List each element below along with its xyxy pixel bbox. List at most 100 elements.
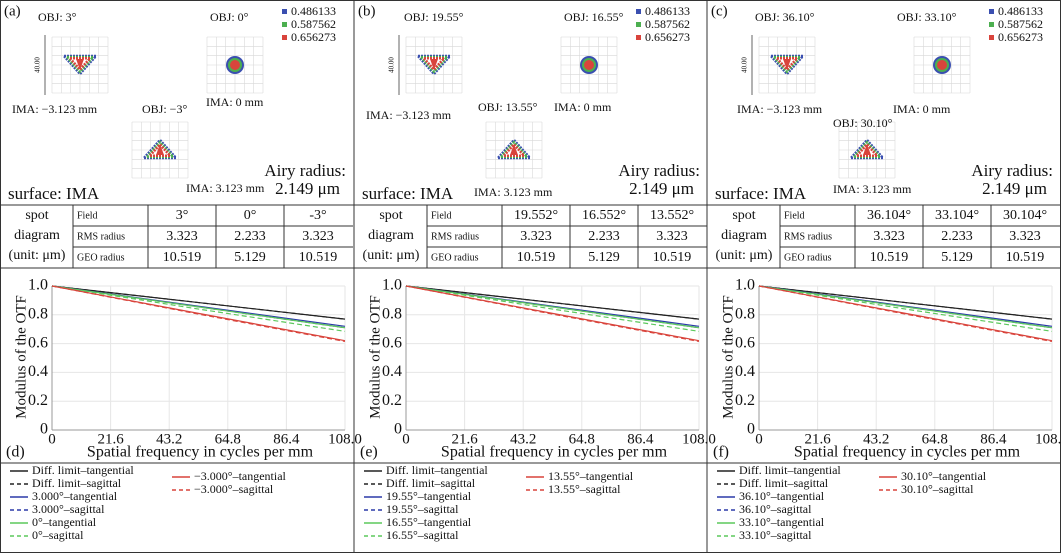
table-cell: 3°	[176, 208, 189, 223]
table-cell: 36.104°	[867, 208, 911, 223]
table-cell: GEO radius	[77, 252, 125, 263]
legend-label: Diff. limit–tangential	[386, 463, 488, 477]
surface-label: surface: IMA	[362, 184, 454, 203]
table-cell: -3°	[309, 208, 326, 223]
legend-label: −3.000°–tangential	[194, 469, 287, 483]
table-cell: 33.104°	[935, 208, 979, 223]
x-tick-label: 108.0	[1035, 431, 1061, 447]
legend-label: 19.55°–tangential	[386, 489, 472, 503]
wavelength-swatch	[989, 22, 994, 27]
x-tick-label: 108.0	[328, 431, 362, 447]
legend-label: Diff. limit–tangential	[739, 463, 841, 477]
wavelength-swatch	[636, 35, 641, 40]
scale-label: 40.00	[388, 57, 396, 73]
table-cell: 3.323	[1009, 229, 1041, 244]
table-cell: 3.323	[656, 229, 688, 244]
x-tick-label: 108.0	[682, 431, 716, 447]
legend-label: Diff. limit–sagittal	[386, 476, 476, 490]
table-cell: 2.233	[234, 229, 266, 244]
legend-label: 16.55°–tangential	[386, 515, 472, 529]
table-cell: 30.104°	[1003, 208, 1047, 223]
table-cell: 2.233	[588, 229, 620, 244]
spot-label: IMA: 0 mm	[893, 102, 951, 116]
table-cell: 5.129	[234, 250, 266, 265]
scale-label: 40.00	[34, 57, 42, 73]
legend-label: 30.10°–sagittal	[901, 482, 974, 496]
wavelength-label: 0.656273	[998, 30, 1043, 44]
table-cell: 10.519	[299, 250, 338, 265]
spot-label: OBJ: 13.55°	[478, 100, 538, 114]
legend-label: Diff. limit–tangential	[32, 463, 134, 477]
spot-label: OBJ: −3°	[142, 102, 187, 116]
table-cell: 3.323	[302, 229, 334, 244]
table-cell: RMS radius	[784, 231, 832, 242]
wavelength-swatch	[989, 35, 994, 40]
spot-label: OBJ: 16.55°	[564, 10, 624, 24]
legend-label: 0°–tangential	[32, 515, 97, 529]
table-header: spot	[379, 208, 402, 223]
table-cell: 3.323	[873, 229, 905, 244]
x-tick-label: 0	[48, 431, 56, 447]
airy-label: Airy radius:	[618, 161, 700, 180]
y-tick-label: 0.8	[382, 305, 402, 322]
y-axis-label: Modulus of the OTF	[367, 295, 383, 419]
legend-label: 3.000°–sagittal	[32, 502, 105, 516]
y-tick-label: 0.2	[382, 392, 402, 409]
table-cell: RMS radius	[431, 231, 479, 242]
wavelength-swatch	[636, 9, 641, 14]
legend-label: 13.55°–sagittal	[548, 482, 621, 496]
table-cell: 0°	[244, 208, 257, 223]
spot-label: OBJ: 30.10°	[833, 116, 893, 130]
scale-label: 40.00	[741, 57, 749, 73]
table-cell: 10.519	[163, 250, 202, 265]
table-header: (unit: μm)	[716, 248, 773, 263]
y-tick-label: 0.6	[382, 334, 402, 351]
y-tick-label: 0.2	[735, 392, 755, 409]
y-axis-label: Modulus of the OTF	[13, 295, 29, 419]
table-cell: 10.519	[870, 250, 909, 265]
table-header: (unit: μm)	[363, 248, 420, 263]
legend-label: Diff. limit–sagittal	[32, 476, 122, 490]
legend-label: 33.10°–tangential	[739, 515, 825, 529]
airy-value: 2.149 μm	[275, 179, 340, 198]
y-tick-label: 0.4	[382, 363, 402, 380]
legend-label: 13.55°–tangential	[548, 469, 634, 483]
spot-label: OBJ: 3°	[38, 10, 77, 24]
legend-label: 3.000°–tangential	[32, 489, 118, 503]
table-cell: 5.129	[941, 250, 973, 265]
table-cell: GEO radius	[431, 252, 479, 263]
table-header: diagram	[721, 228, 767, 243]
table-cell: Field	[784, 210, 805, 221]
y-tick-label: 1.0	[382, 277, 402, 294]
x-axis-label: Spatial frequency in cycles per mm	[87, 444, 314, 461]
legend-label: 30.10°–tangential	[901, 469, 987, 483]
spot-label: IMA: 3.123 mm	[474, 185, 553, 199]
y-tick-label: 0.4	[735, 363, 755, 380]
table-header: (unit: μm)	[9, 248, 66, 263]
spot-pattern	[937, 60, 947, 70]
panel-label: (d)	[6, 444, 25, 461]
table-cell: 5.129	[588, 250, 620, 265]
panel-label: (a)	[4, 3, 21, 19]
table-cell: 10.519	[653, 250, 692, 265]
spot-label: OBJ: 0°	[210, 10, 249, 24]
wavelength-label: 0.656273	[645, 30, 690, 44]
table-cell: Field	[431, 210, 452, 221]
table-header: spot	[732, 208, 755, 223]
y-axis-label: Modulus of the OTF	[720, 295, 736, 419]
table-cell: 13.552°	[650, 208, 694, 223]
y-tick-label: 0.6	[28, 334, 48, 351]
wavelength-swatch	[282, 22, 287, 27]
table-cell: 19.552°	[514, 208, 558, 223]
y-tick-label: 0	[747, 421, 755, 438]
spot-label: IMA: −3.123 mm	[12, 102, 98, 116]
legend-label: 36.10°–sagittal	[739, 502, 812, 516]
surface-label: surface: IMA	[8, 184, 100, 203]
table-cell: 10.519	[517, 250, 556, 265]
table-cell: 3.323	[166, 229, 198, 244]
legend-label: 36.10°–tangential	[739, 489, 825, 503]
wavelength-swatch	[989, 9, 994, 14]
panel-label: (b)	[358, 3, 376, 19]
spot-label: IMA: 3.123 mm	[833, 182, 912, 196]
spot-label: OBJ: 33.10°	[897, 10, 957, 24]
